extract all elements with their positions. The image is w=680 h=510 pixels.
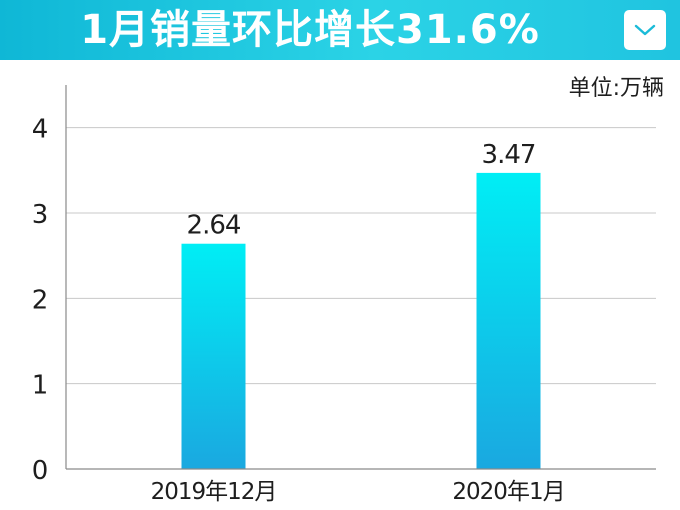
y-tick-label: 4 bbox=[32, 115, 49, 145]
x-category-label: 2019年12月 bbox=[151, 479, 277, 505]
bar-value-label: 3.47 bbox=[482, 140, 536, 170]
page-title: 1月销量环比增长31.6% bbox=[80, 7, 540, 53]
gridlines bbox=[66, 127, 656, 385]
y-tick-label: 1 bbox=[32, 371, 49, 401]
bars bbox=[181, 172, 541, 470]
bar-2 bbox=[476, 172, 541, 470]
y-tick-label: 0 bbox=[32, 456, 49, 486]
y-tick-label: 2 bbox=[32, 285, 49, 315]
header-banner: 1月销量环比增长31.6% bbox=[0, 0, 680, 60]
bar-value-label: 2.64 bbox=[187, 211, 241, 241]
unit-label: 单位:万辆 bbox=[568, 76, 664, 101]
x-category-label: 2020年1月 bbox=[452, 479, 564, 505]
labels: 0 1 2 3 4 2.64 2019年12月 3.47 2020年1月 bbox=[32, 115, 566, 505]
dropdown-button[interactable] bbox=[624, 10, 666, 50]
y-tick-label: 3 bbox=[32, 200, 49, 230]
bar-1 bbox=[181, 243, 246, 469]
axes bbox=[65, 85, 656, 470]
chevron-down-icon bbox=[634, 24, 656, 36]
